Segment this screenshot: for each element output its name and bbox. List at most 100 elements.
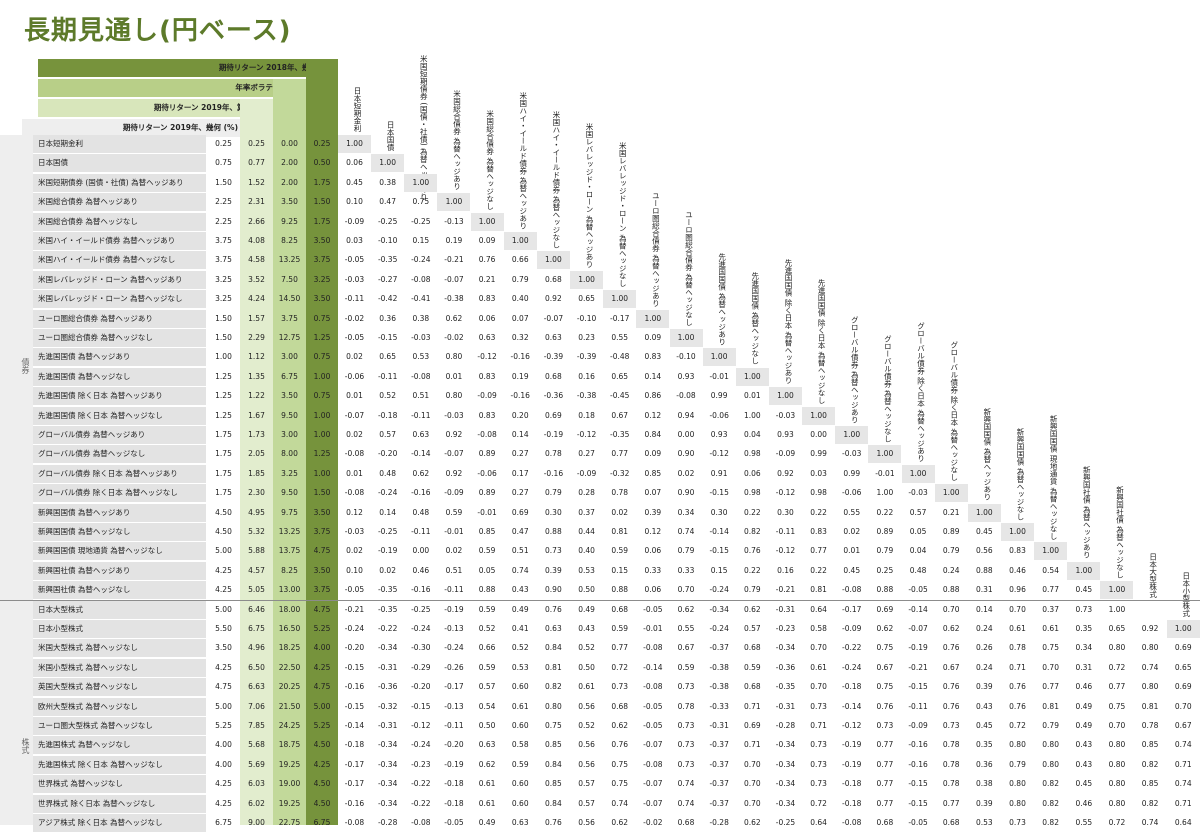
stat-cell: 2.25 (215, 216, 232, 226)
stat-cell: 2.29 (248, 333, 265, 342)
corr-cell: 0.43 (1075, 740, 1093, 750)
stat-cell: 1.75 (215, 430, 232, 439)
corr-cell: 0.46 (412, 565, 430, 575)
corr-cell: -0.16 (908, 759, 928, 769)
corr-cell: -0.18 (444, 798, 464, 808)
corr-cell: -0.16 (908, 740, 928, 750)
corr-cell: 0.75 (1042, 643, 1059, 653)
corr-cell: 0.84 (545, 643, 562, 653)
diagonal-cell: 1.00 (1166, 620, 1200, 638)
corr-cell: -0.16 (510, 352, 530, 362)
stat-cell: 18.00 (278, 604, 301, 614)
corr-cell: 0.01 (743, 391, 761, 401)
corr-cell: 0.88 (942, 585, 960, 595)
corr-cell: -0.23 (775, 624, 796, 633)
stat-cell: 1.00 (313, 371, 331, 381)
corr-cell: 0.77 (876, 779, 894, 789)
corr-cell: -0.22 (411, 779, 431, 789)
row-label: ユーロ圏大型株式 為替ヘッジなし (33, 717, 206, 735)
row-label: 先進国国債 為替ヘッジあり (33, 348, 206, 367)
corr-cell: 0.70 (810, 643, 827, 653)
corr-cell: -0.15 (377, 333, 398, 342)
diagonal-cell: 1.00 (967, 503, 1001, 522)
corr-cell: 0.82 (1042, 798, 1059, 808)
corr-cell: -0.22 (377, 624, 398, 633)
corr-cell: 0.63 (412, 430, 430, 439)
stat-cell: 1.85 (248, 468, 265, 478)
corr-cell: 0.57 (578, 798, 595, 808)
corr-cell: 0.06 (346, 158, 363, 168)
corr-cell: 0.52 (511, 643, 529, 653)
diagonal-cell: 1.00 (503, 232, 537, 250)
corr-cell: 0.79 (743, 585, 761, 595)
corr-cell: -0.14 (908, 604, 928, 614)
corr-cell: -0.31 (377, 721, 398, 730)
corr-column-header: 米国短期債券 (国債・社債) 為替ヘッジあり (419, 55, 429, 201)
stat-cell: 5.00 (215, 546, 232, 556)
stat-cell: 3.50 (313, 507, 331, 517)
corr-cell: 0.23 (578, 333, 595, 342)
row-label: ユーロ圏総合債券 為替ヘッジあり (33, 309, 206, 328)
corr-cell: 0.52 (379, 391, 396, 401)
corr-cell: 0.83 (644, 352, 662, 362)
corr-cell: -0.14 (643, 662, 663, 672)
row-label: 先進国株式 為替ヘッジなし (33, 736, 206, 755)
row-label: グローバル債券 為替ヘッジなし (33, 445, 206, 464)
row-label: 先進国国債 為替ヘッジなし (33, 367, 206, 386)
corr-cell: 0.14 (644, 371, 662, 381)
corr-cell: 0.80 (1108, 643, 1126, 653)
stat-cell: 3.75 (215, 236, 232, 245)
corr-cell: -0.17 (344, 779, 365, 789)
corr-cell: 0.80 (545, 701, 562, 711)
diagonal-cell: 1.00 (702, 348, 736, 367)
header-geo-2018: 期待リターン 2018年、幾何 (%) (38, 59, 338, 77)
corr-cell: 0.81 (545, 662, 562, 672)
stat-cell: 1.75 (313, 177, 331, 187)
corr-cell: -0.08 (477, 430, 497, 439)
corr-cell: -0.27 (377, 274, 398, 284)
corr-cell: -0.36 (543, 391, 564, 401)
stat-cell: 4.25 (313, 759, 331, 769)
corr-cell: 0.55 (1075, 818, 1093, 827)
corr-cell: -0.11 (411, 527, 431, 536)
corr-cell: -0.41 (411, 294, 431, 304)
corr-cell: -0.09 (842, 624, 862, 633)
corr-cell: -0.34 (775, 740, 796, 750)
corr-cell: 0.83 (478, 371, 496, 381)
corr-cell: 0.43 (1075, 759, 1093, 769)
diagonal-cell: 1.00 (1067, 561, 1101, 580)
corr-cell: 0.44 (578, 527, 595, 536)
corr-cell: -0.19 (444, 604, 464, 614)
row-label: アジア株式 除く日本 為替ヘッジなし (33, 814, 206, 832)
corr-cell: -0.08 (643, 643, 663, 653)
corr-column-header: 先進国国債 為替ヘッジなし (750, 272, 760, 365)
corr-cell: 0.70 (810, 682, 827, 692)
corr-cell: 0.30 (545, 507, 562, 517)
corr-cell: 0.76 (942, 701, 960, 711)
stat-cell: 16.50 (278, 624, 301, 633)
corr-cell: 0.06 (644, 546, 662, 556)
corr-cell: 0.56 (578, 818, 595, 827)
corr-cell: -0.05 (908, 818, 928, 827)
corr-cell: -0.11 (444, 721, 464, 730)
corr-cell: 0.63 (478, 740, 496, 750)
corr-cell: 0.39 (975, 682, 993, 692)
corr-cell: 0.61 (511, 701, 529, 711)
corr-cell: -0.06 (344, 371, 365, 381)
corr-cell: 0.71 (743, 740, 761, 750)
corr-cell: 0.74 (1174, 779, 1192, 789)
corr-column-header: 米国総合債券 為替ヘッジなし (485, 109, 495, 210)
stat-cell: 4.25 (215, 662, 232, 672)
corr-cell: -0.01 (477, 507, 497, 517)
corr-cell: 0.71 (810, 721, 827, 730)
corr-cell: -0.25 (411, 604, 431, 614)
corr-cell: 0.59 (611, 624, 629, 633)
corr-cell: -0.22 (842, 643, 862, 653)
corr-cell: 0.90 (677, 449, 695, 459)
corr-cell: 0.82 (1042, 818, 1059, 827)
corr-cell: 0.39 (644, 507, 662, 517)
corr-cell: 0.90 (545, 585, 562, 595)
corr-cell: -0.35 (377, 604, 398, 614)
corr-cell: 0.38 (379, 177, 396, 187)
corr-cell: 0.70 (942, 604, 960, 614)
